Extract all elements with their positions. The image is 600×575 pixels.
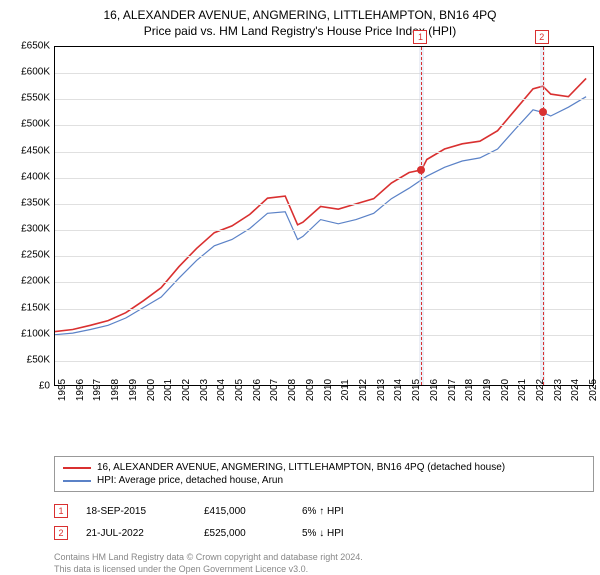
legend-label: 16, ALEXANDER AVENUE, ANGMERING, LITTLEH… <box>97 462 505 473</box>
x-axis-label: 2021 <box>517 379 528 401</box>
x-axis-label: 2001 <box>163 379 174 401</box>
x-axis-label: 2008 <box>287 379 298 401</box>
x-axis-label: 2013 <box>376 379 387 401</box>
legend-item: 16, ALEXANDER AVENUE, ANGMERING, LITTLEH… <box>63 461 585 474</box>
event-row-badge: 2 <box>54 526 68 540</box>
line-svg <box>55 47 595 387</box>
y-axis-label: £250K <box>21 250 50 261</box>
y-axis-label: £350K <box>21 197 50 208</box>
event-price: £525,000 <box>204 528 284 539</box>
y-axis-label: £0 <box>39 381 50 392</box>
y-axis-label: £650K <box>21 41 50 52</box>
event-row: 1 18-SEP-2015 £415,000 6% ↑ HPI <box>54 500 594 522</box>
x-axis-label: 2020 <box>500 379 511 401</box>
x-axis-label: 2012 <box>358 379 369 401</box>
x-axis-label: 2024 <box>570 379 581 401</box>
x-axis-label: 1996 <box>75 379 86 401</box>
event-dot <box>417 166 425 174</box>
gridline <box>55 73 593 74</box>
plot-inner <box>54 46 594 386</box>
gridline <box>55 99 593 100</box>
chart-title: 16, ALEXANDER AVENUE, ANGMERING, LITTLEH… <box>10 8 590 22</box>
x-axis-label: 2018 <box>464 379 475 401</box>
x-axis-label: 2007 <box>269 379 280 401</box>
x-axis-label: 2025 <box>588 379 599 401</box>
legend: 16, ALEXANDER AVENUE, ANGMERING, LITTLEH… <box>54 456 594 492</box>
x-axis-label: 1995 <box>57 379 68 401</box>
y-axis-label: £150K <box>21 302 50 313</box>
plot-area: £0£50K£100K£150K£200K£250K£300K£350K£400… <box>54 46 594 416</box>
y-axis-label: £50K <box>27 354 50 365</box>
gridline <box>55 309 593 310</box>
y-axis-label: £300K <box>21 224 50 235</box>
series-hpi <box>55 97 586 335</box>
gridline <box>55 230 593 231</box>
event-delta: 6% ↑ HPI <box>302 506 382 517</box>
gridline <box>55 178 593 179</box>
x-axis-label: 2002 <box>181 379 192 401</box>
legend-swatch <box>63 480 91 482</box>
event-table: 1 18-SEP-2015 £415,000 6% ↑ HPI 2 21-JUL-2022… <box>54 500 594 544</box>
y-axis-label: £600K <box>21 67 50 78</box>
x-axis-label: 2023 <box>553 379 564 401</box>
event-dot <box>539 108 547 116</box>
x-axis-label: 2010 <box>323 379 334 401</box>
chart-subtitle: Price paid vs. HM Land Registry's House … <box>10 24 590 38</box>
event-delta: 5% ↓ HPI <box>302 528 382 539</box>
footnote-line1: Contains HM Land Registry data © Crown c… <box>54 552 594 564</box>
gridline <box>55 125 593 126</box>
y-axis-label: £200K <box>21 276 50 287</box>
x-axis-label: 2006 <box>252 379 263 401</box>
x-axis-label: 2009 <box>305 379 316 401</box>
y-axis-label: £100K <box>21 328 50 339</box>
event-marker-line <box>543 47 544 385</box>
series-price_paid <box>55 78 586 331</box>
event-badge: 2 <box>535 30 549 44</box>
legend-item: HPI: Average price, detached house, Arun <box>63 474 585 487</box>
event-price: £415,000 <box>204 506 284 517</box>
gridline <box>55 361 593 362</box>
x-axis-label: 2015 <box>411 379 422 401</box>
x-axis-label: 2004 <box>216 379 227 401</box>
event-badge: 1 <box>413 30 427 44</box>
x-axis-label: 2022 <box>535 379 546 401</box>
gridline <box>55 282 593 283</box>
x-axis-label: 1999 <box>128 379 139 401</box>
x-axis-label: 2014 <box>393 379 404 401</box>
x-axis-label: 2017 <box>447 379 458 401</box>
x-axis-label: 2003 <box>199 379 210 401</box>
event-marker-line <box>421 47 422 385</box>
x-axis-label: 2005 <box>234 379 245 401</box>
gridline <box>55 204 593 205</box>
x-axis-label: 2016 <box>429 379 440 401</box>
legend-swatch <box>63 467 91 469</box>
footnote: Contains HM Land Registry data © Crown c… <box>54 552 594 575</box>
chart-container: 16, ALEXANDER AVENUE, ANGMERING, LITTLEH… <box>0 0 600 560</box>
x-axis-label: 2019 <box>482 379 493 401</box>
x-axis-label: 2000 <box>146 379 157 401</box>
y-axis-label: £450K <box>21 145 50 156</box>
gridline <box>55 335 593 336</box>
event-date: 18-SEP-2015 <box>86 506 186 517</box>
x-axis-label: 1997 <box>92 379 103 401</box>
event-row-badge: 1 <box>54 504 68 518</box>
gridline <box>55 152 593 153</box>
legend-label: HPI: Average price, detached house, Arun <box>97 475 283 486</box>
event-date: 21-JUL-2022 <box>86 528 186 539</box>
x-axis-label: 2011 <box>340 379 351 401</box>
gridline <box>55 256 593 257</box>
x-axis-label: 1998 <box>110 379 121 401</box>
y-axis-label: £550K <box>21 93 50 104</box>
y-axis-label: £500K <box>21 119 50 130</box>
event-row: 2 21-JUL-2022 £525,000 5% ↓ HPI <box>54 522 594 544</box>
y-axis-label: £400K <box>21 171 50 182</box>
footnote-line2: This data is licensed under the Open Gov… <box>54 564 594 575</box>
